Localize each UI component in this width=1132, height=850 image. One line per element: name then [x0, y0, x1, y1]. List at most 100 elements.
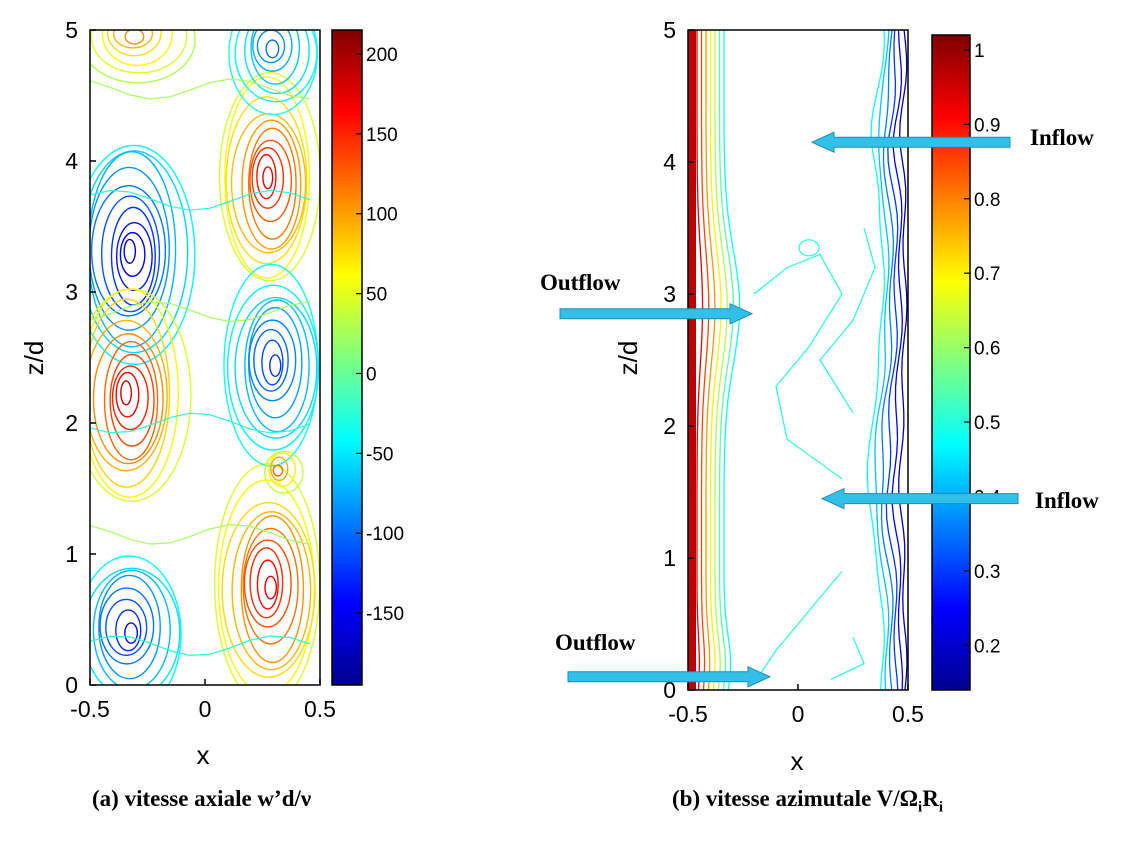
caption-b-omega: Ω	[899, 786, 919, 811]
contour-ring-a	[241, 119, 302, 250]
contour-ring-a	[90, 184, 167, 317]
contour-lines-b	[688, 30, 908, 690]
caption-b-r-sub: i	[938, 799, 944, 816]
y-tick-label-a: 5	[65, 17, 78, 43]
x-ticks-a: -0.5 0 0.5	[70, 679, 336, 722]
colorbar-a	[331, 29, 363, 686]
y-tick-label-a: 3	[65, 279, 78, 305]
contour-line-right-b	[880, 30, 895, 690]
contour-ring-a	[119, 231, 146, 277]
contour-line-inner-b	[753, 253, 843, 480]
colorbar-tick-label-b: 0.5	[974, 413, 1000, 434]
contour-ring-a	[90, 30, 196, 84]
contour-ring-a	[269, 354, 282, 378]
flow-arrow	[567, 666, 772, 688]
contour-line-left-b	[723, 30, 741, 690]
flow-arrow	[820, 487, 1019, 510]
contour-ring-a	[265, 39, 280, 59]
colorbar-tick-label-a: 100	[366, 205, 398, 226]
contour-line-left-b	[705, 30, 716, 690]
xlabel-a: x	[197, 740, 210, 770]
y-tick-label-b: 5	[663, 17, 676, 43]
colorbar-tick-label-a: -150	[366, 604, 404, 625]
contour-ring-a	[100, 195, 161, 313]
contour-ring-a	[115, 371, 140, 418]
colorbar-tick-label-b: 1	[974, 41, 985, 62]
contour-line-a	[90, 78, 311, 100]
contour-ring-a	[112, 30, 154, 49]
contour-ring-a	[92, 333, 164, 465]
flow-annotation-label: Inflow	[1035, 488, 1099, 513]
colorbar-tick-label-a: 50	[366, 285, 387, 306]
flow-annotation-label: Inflow	[1030, 125, 1094, 150]
contour-ring-a	[248, 319, 297, 402]
contour-line-inner-b	[819, 227, 876, 414]
colorbar-tick-label-b: 0.8	[974, 190, 1000, 211]
contour-ring-a	[270, 456, 289, 482]
contour-ring-a	[264, 575, 278, 600]
contour-ring-a	[90, 144, 196, 366]
contour-line-a	[90, 189, 311, 211]
caption-b-r: R	[922, 786, 939, 811]
contour-ring-a	[247, 306, 303, 419]
contour-ring-a	[115, 609, 142, 652]
x-tick-label-b: -0.5	[668, 701, 708, 727]
x-tick-label-a: -0.5	[70, 696, 110, 722]
contour-ring-a	[250, 30, 301, 85]
y-tick-label-a: 0	[65, 672, 78, 698]
colorbar-tick-label-b: 0.3	[974, 562, 1000, 583]
y-tick-label-b: 3	[663, 281, 676, 307]
contour-ring-a	[252, 30, 293, 72]
colorbar-tick-label-a: 0	[366, 364, 377, 385]
contour-line-a	[90, 635, 311, 656]
contour-ring-a	[90, 288, 180, 498]
contour-line-inner-b	[753, 570, 843, 684]
contour-ring-a	[221, 501, 316, 678]
contour-ring-a	[90, 567, 181, 685]
contour-ring-a	[272, 464, 284, 477]
contour-ring-a	[242, 527, 299, 645]
caption-b: (b) vitesse azimutale V/ΩiRi	[672, 786, 943, 817]
contour-ring-a	[240, 515, 305, 664]
contour-ring-a	[124, 30, 145, 45]
contour-ring-a	[105, 598, 148, 656]
y-ticks-a: 0 1 2 3 4 5	[65, 17, 96, 698]
contour-ring-a	[234, 30, 318, 103]
y-tick-label-a: 2	[65, 410, 78, 436]
contour-ring-a	[101, 30, 173, 67]
contour-island-b	[798, 239, 820, 257]
contour-ring-a	[98, 574, 161, 680]
contour-line-inner-b	[830, 636, 865, 680]
flow-annotation-label: Outflow	[555, 630, 636, 655]
flow-annotation-label: Outflow	[540, 270, 621, 295]
y-tick-label-a: 4	[65, 148, 78, 174]
ylabel-a: z/d	[19, 341, 49, 376]
contour-ring-a	[120, 380, 133, 406]
flow-arrow	[810, 131, 1011, 153]
contour-line-a	[90, 301, 311, 323]
contour-line-left-b	[696, 30, 704, 690]
contour-line-left-b	[714, 30, 728, 690]
contour-ring-a	[90, 298, 171, 488]
contour-ring-a	[256, 153, 277, 200]
colorbar-tick-label-a: 200	[366, 45, 398, 66]
contour-ring-a	[90, 150, 189, 354]
contour-ring-a	[262, 166, 274, 190]
colorbar-tick-label-b: 0.2	[974, 636, 1000, 657]
contour-line-left-b	[700, 30, 710, 690]
x-tick-label-a: 0.5	[304, 696, 336, 722]
y-tick-label-a: 1	[65, 541, 78, 567]
contour-ring-a	[92, 569, 171, 685]
contour-ring-a	[218, 71, 320, 282]
y-ticks-b: 0 1 2 3 4 5	[663, 17, 694, 703]
colorbar-tick-label-b: 0.9	[974, 115, 1000, 136]
contour-ring-a	[90, 151, 177, 348]
contour-ring-a	[264, 450, 304, 494]
xlabel-b: x	[791, 746, 804, 776]
contour-line-a	[90, 523, 311, 545]
contour-line-left-b	[709, 30, 722, 690]
contour-ring-a	[261, 339, 284, 386]
